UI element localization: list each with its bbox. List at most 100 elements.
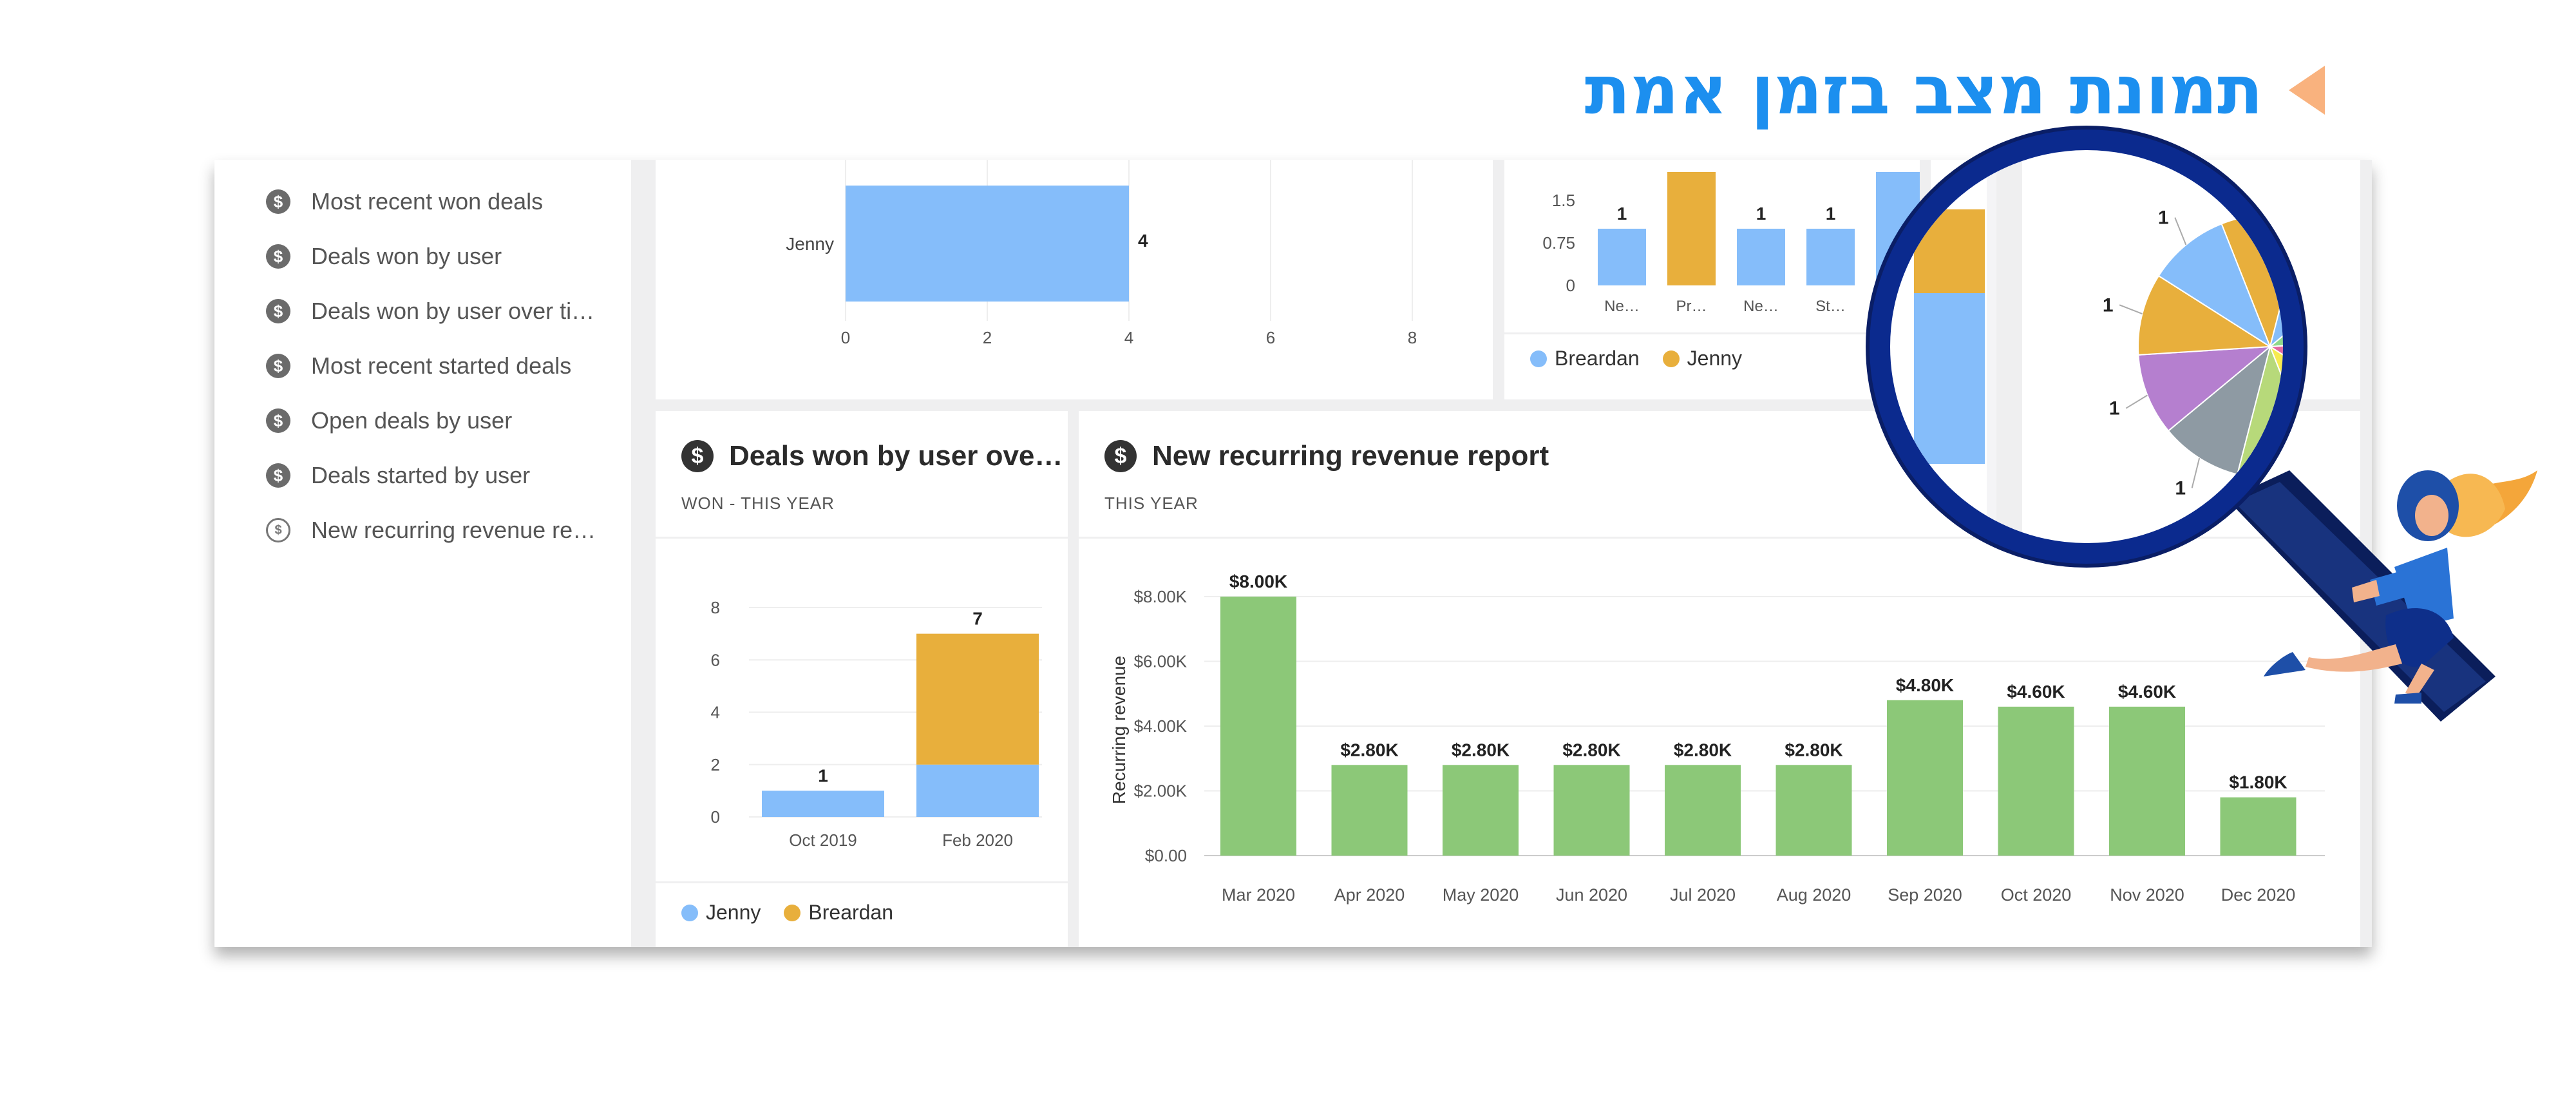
reports-sidebar: $ Most recent won deals $ Deals won by u… [214,160,631,947]
dollar-icon: $ [266,189,290,214]
y-tick-label: 0.75 [1542,233,1575,253]
y-tick-label: 4 [711,703,720,722]
data-label: 4 [1138,231,1148,251]
data-label: 1 [1756,204,1766,224]
y-tick-label: $0.00 [1145,846,1187,865]
data-label: 1 [818,765,828,785]
x-tick-label: Oct 2020 [2001,885,2072,905]
legend-label: Breardan [1555,347,1640,370]
x-tick-label: 2 [983,328,992,347]
bar-breardan [916,633,1039,765]
legend-item-breardan[interactable]: Breardan [784,901,893,925]
data-label: 7 [972,609,983,629]
dollar-icon: $ [266,463,290,488]
data-label: $2.80K [1785,740,1842,760]
legend-item-jenny[interactable]: Jenny [1662,347,1743,370]
data-label: $2.80K [1452,740,1510,760]
sidebar-item-most-recent-won-deals[interactable]: $ Most recent won deals [266,182,543,221]
sidebar-item-most-recent-started-deals[interactable]: $ Most recent started deals [266,347,571,385]
bar [1776,765,1852,856]
dollar-icon: $ [266,299,290,323]
deals-started-card: 0 0.75 1.5 1 Ne… Pr… 1 Ne… 1 St… St… Breardan Jenn… [1504,160,1924,399]
card-subtitle: WON - THIS YEAR [681,494,835,513]
bar-breardan [1876,172,1924,285]
legend-label: Jenny [1687,347,1743,370]
y-tick-label: $8.00K [1134,587,1188,606]
sidebar-item-label: New recurring revenue re… [311,517,596,543]
card-divider [656,537,1068,539]
sidebar-item-deals-won-by-user[interactable]: $ Deals won by user [266,237,502,276]
pie-label: 1 [2371,465,2382,486]
chart-legend: Jenny Breardan [681,901,916,925]
x-tick-label: Nov 2020 [2110,885,2184,905]
legend-item-jenny[interactable]: Jenny [681,901,761,925]
y-tick-label: 1.5 [1552,191,1575,210]
y-axis-label: Recurring revenue [1109,656,1129,804]
sidebar-item-open-deals-by-user[interactable]: $ Open deals by user [266,401,512,440]
pie-leader-line [2393,285,2414,298]
x-tick-label: Mar 2020 [1222,885,1295,905]
bar [2109,706,2185,856]
dashboard-screenshot: $ Most recent won deals $ Deals won by u… [214,160,2372,947]
sidebar-item-label: Most recent started deals [311,352,572,379]
dollar-icon: $ [266,354,290,378]
bar-jenny [916,764,1039,817]
card-header: $ New recurring revenue report [1104,440,1549,472]
x-tick-label: Oct 2019 [789,830,857,850]
sidebar-item-label: Open deals by user [311,407,513,434]
x-tick-label: Sep 2020 [1888,885,1962,905]
data-label: $1.80K [2229,772,2287,792]
pie-card [2025,160,2360,399]
sidebar-item-new-recurring-revenue[interactable]: $ New recurring revenue re… [266,511,596,550]
bar-breardan [1598,229,1646,285]
legend-dot [784,904,801,921]
data-label: $4.80K [1896,675,1954,695]
chart-legend: Breardan Jenny [1530,347,1765,370]
bar-breardan [1737,229,1785,285]
y-tick-label: 8 [711,598,720,617]
y-tick-label: 0 [1566,276,1575,295]
legend-item-breardan[interactable]: Breardan [1530,347,1640,370]
sidebar-item-label: Most recent won deals [311,188,544,215]
deals-won-by-user-card: 0 2 4 6 8 Jenny 4 [656,160,1493,399]
deals-started-chart: 0 0.75 1.5 1 Ne… Pr… 1 Ne… 1 St… St… [1542,172,1924,315]
x-tick-label: Ne… [1604,298,1640,315]
legend-dot [681,904,698,921]
sidebar-item-deals-won-over-time[interactable]: $ Deals won by user over ti… [266,292,594,331]
x-tick-label: Apr 2020 [1334,885,1405,905]
x-tick-label: Aug 2020 [1777,885,1852,905]
dollar-icon: $ [266,408,290,433]
legend-dot [1662,350,1680,367]
x-tick-label: St… [1815,298,1846,315]
bar [846,186,1129,302]
x-tick-label: Jul 2020 [1670,885,1736,905]
data-label: $2.80K [1674,740,1732,760]
bar [1331,765,1408,856]
heading-title: תמונת מצב בזמן אמת [1584,51,2263,129]
bar [1998,706,2074,856]
card-title[interactable]: New recurring revenue report [1152,440,1549,472]
sidebar-item-label: Deals won by user [311,243,502,269]
recurring-revenue-chart: $0.00 $2.00K $4.00K $6.00K $8.00K Recurring r… [1109,571,2325,905]
y-tick-label: $6.00K [1134,652,1188,671]
orange-arrow-icon [2289,66,2325,115]
card-divider [1504,332,1920,334]
hebrew-heading: תמונת מצב בזמן אמת [1585,45,2325,135]
legend-dot [1530,350,1547,367]
sidebar-item-label: Deals started by user [311,462,531,488]
x-tick-label: 0 [841,328,850,347]
dollar-icon: $ [1104,440,1137,472]
dollar-icon: $ [266,244,290,269]
card-divider [1079,537,2360,539]
y-tick-label: $4.00K [1134,716,1188,736]
card-title[interactable]: Deals won by user ove… [729,440,1063,472]
data-label: $2.80K [1562,740,1620,760]
deals-won-over-time-chart: 0 2 4 6 8 1 Oct 2019 7 Feb 2020 [711,598,1042,850]
x-tick-label: May 2020 [1443,885,1519,905]
data-label: $2.80K [1340,740,1398,760]
y-tick-label: 6 [711,650,720,669]
deals-won-over-time-card: $ Deals won by user ove… WON - THIS YEAR… [656,411,1068,947]
data-label: 1 [1826,204,1836,224]
sidebar-item-deals-started-by-user[interactable]: $ Deals started by user [266,456,530,495]
recurring-revenue-card: $ New recurring revenue report THIS YEAR… [1079,411,2360,947]
